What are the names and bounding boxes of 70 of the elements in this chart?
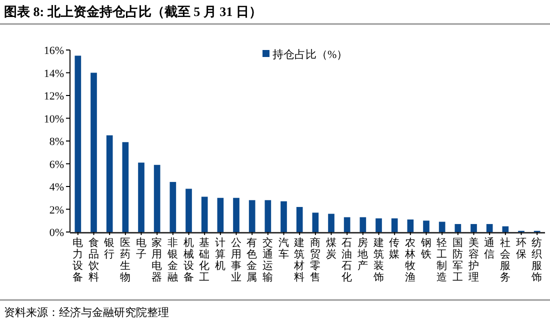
- y-tick-label: 8%: [49, 136, 64, 148]
- x-tick-label: 电子: [136, 236, 147, 260]
- x-tick-label: 社会服务: [500, 236, 511, 284]
- y-tick-label: 4%: [49, 182, 64, 194]
- bar: [344, 217, 350, 232]
- x-tick-label: 农林牧渔: [404, 237, 416, 284]
- y-tick-label: 12%: [44, 90, 64, 102]
- legend-label: 持仓占比（%）: [272, 48, 348, 61]
- x-tick-label: 传媒: [389, 237, 400, 260]
- bar: [122, 142, 129, 232]
- text: 资料来源：经济与金融研究院整理: [4, 306, 169, 319]
- bar: [74, 56, 82, 232]
- bar: [312, 212, 319, 232]
- x-tick-label: 煤炭: [326, 237, 337, 260]
- y-tick-label: 16%: [44, 45, 64, 57]
- bar: [470, 224, 477, 232]
- x-tick-label: 交通运输: [262, 236, 274, 284]
- y-tick-label: 6%: [49, 158, 64, 171]
- bar: [296, 206, 303, 232]
- y-tick-label: 0%: [49, 227, 64, 239]
- x-tick-label: 有色金属: [246, 237, 258, 284]
- bar: [407, 219, 414, 232]
- bar: [454, 224, 462, 232]
- x-tick-label: 计算机: [214, 236, 226, 272]
- bar: [438, 222, 446, 232]
- bar: [248, 200, 256, 232]
- bar: [217, 198, 224, 232]
- y-tick-label: 10%: [44, 113, 64, 126]
- x-tick-label: 通信: [484, 236, 496, 260]
- x-tick-label: 商贸零售: [310, 236, 321, 284]
- x-tick-label: 家用电器: [152, 236, 163, 284]
- bar: [106, 135, 113, 232]
- bar: [391, 218, 398, 232]
- bar: [90, 72, 97, 232]
- bar: [360, 217, 366, 232]
- bar: [233, 198, 240, 232]
- y-tick-label: 14%: [44, 68, 64, 80]
- bar: [376, 218, 382, 232]
- bar: [264, 200, 272, 232]
- bar: [170, 182, 176, 232]
- x-tick-label: 环保: [516, 237, 527, 260]
- x-tick-label: 医药生物: [120, 237, 131, 284]
- bar: [154, 164, 160, 232]
- x-tick-label: 机械设备: [183, 237, 194, 284]
- x-tick-label: 钢铁: [420, 237, 432, 260]
- bar: [186, 188, 192, 232]
- x-tick-label: 美容护理: [467, 236, 480, 284]
- x-tick-label: 石油石化: [342, 237, 353, 284]
- x-tick-label: 轻工制造: [436, 237, 448, 284]
- bar: [423, 220, 430, 232]
- chart-title: 图表 8: 北上资金持仓占比（截至 5 月 31 日）: [4, 4, 262, 19]
- bar: [328, 214, 334, 232]
- bar: [201, 196, 208, 232]
- bar: [502, 226, 509, 232]
- bar: [138, 162, 144, 232]
- x-tick-label: 食品饮料: [87, 237, 100, 284]
- x-tick-label: 房地产: [356, 236, 368, 272]
- x-tick-label: 非银金融: [166, 236, 178, 284]
- x-tick-label: 建筑装饰: [372, 236, 384, 284]
- bar: [280, 201, 287, 232]
- x-tick-label: 电力设备: [72, 236, 84, 284]
- x-tick-label: 汽车: [278, 237, 290, 260]
- x-tick-label: 基础化工: [198, 236, 210, 284]
- x-tick-label: 公用事业: [230, 237, 242, 284]
- x-tick-label: 银行: [103, 237, 116, 260]
- bar: [486, 224, 493, 232]
- x-tick-label: 国防军工: [452, 237, 464, 284]
- x-tick-label: 建筑材料: [293, 236, 306, 284]
- x-tick-label: 纺织服饰: [530, 236, 543, 284]
- y-tick-label: 2%: [49, 204, 64, 216]
